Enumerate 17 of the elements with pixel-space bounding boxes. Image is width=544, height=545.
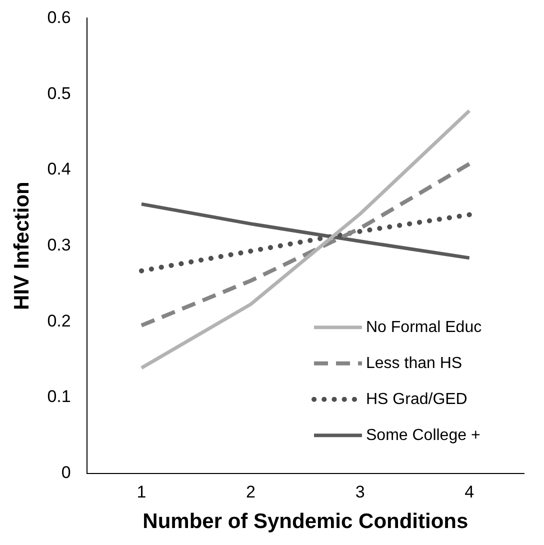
y-tick-label: 0.3 (47, 235, 71, 254)
x-tick-label: 4 (464, 482, 474, 502)
x-tick-label: 1 (136, 482, 146, 502)
x-tick-label: 2 (246, 482, 256, 502)
y-tick-label: 0.6 (47, 8, 71, 27)
y-tick-label: 0 (61, 463, 71, 482)
y-tick-label: 0.1 (47, 387, 71, 406)
y-axis-title: HIV Infection (10, 182, 34, 310)
legend-label: No Formal Educ (366, 318, 482, 336)
y-tick-label: 0.4 (47, 160, 71, 179)
legend-label: HS Grad/GED (366, 390, 468, 408)
y-tick-label: 0.2 (47, 311, 71, 330)
x-tick-label: 3 (355, 482, 365, 502)
legend-label: Less than HS (366, 354, 462, 372)
y-tick-label: 0.5 (47, 84, 71, 103)
x-axis-title: Number of Syndemic Conditions (142, 510, 468, 534)
legend-label: Some College + (366, 426, 480, 444)
